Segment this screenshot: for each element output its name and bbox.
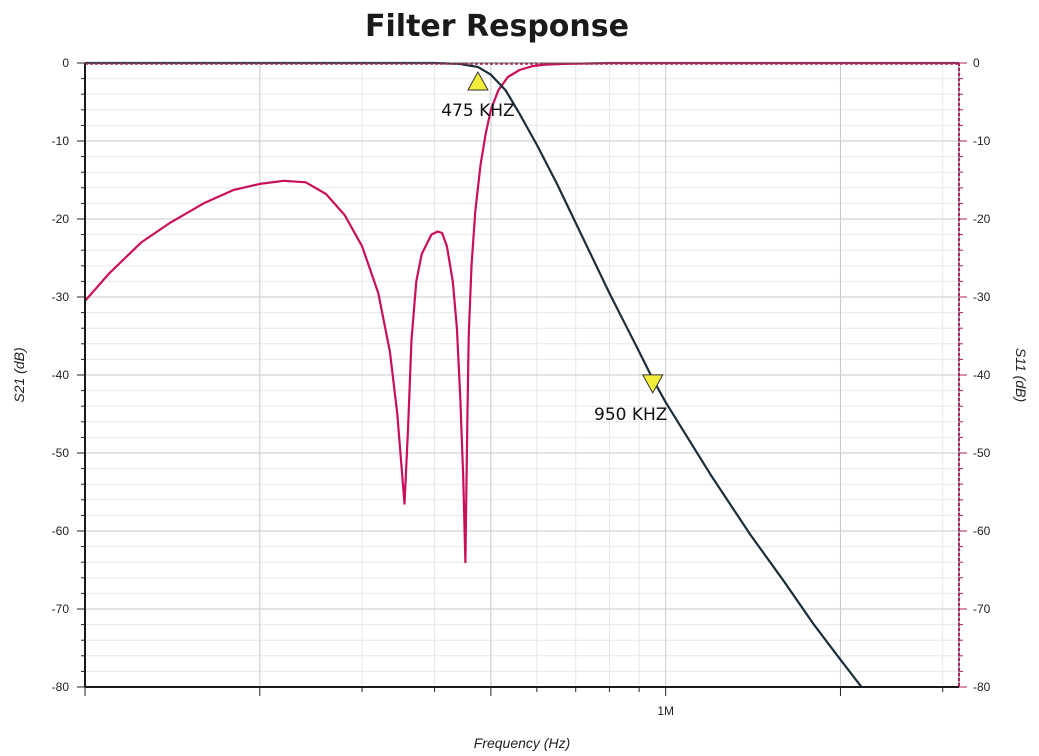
marker-label: 475 KHZ — [441, 101, 514, 121]
marker-triangle — [467, 70, 489, 91]
marker-label: 950 KHZ — [594, 405, 667, 425]
right-axis-ticks: 0 -10 -20 -30 -40 -50 -60 -70 -80 — [959, 56, 991, 694]
right-tick-label: -30 — [973, 290, 991, 304]
annotation-layer: 475 KHZ 950 KHZ — [441, 70, 667, 425]
right-tick-label: -80 — [973, 680, 991, 694]
left-axis-ticks: 0 -10 -20 -30 -40 -50 -60 -70 -80 — [52, 56, 85, 694]
chart-title: Filter Response — [365, 9, 629, 44]
left-tick-label: -70 — [52, 602, 70, 616]
marker-annotation: 950 KHZ — [594, 374, 667, 425]
right-tick-label: -20 — [973, 212, 991, 226]
x-axis-ticks: 1M — [84, 687, 944, 718]
left-tick-label: -30 — [52, 290, 70, 304]
marker-triangle — [641, 374, 664, 394]
marker-annotation: 475 KHZ — [441, 70, 515, 121]
right-tick-label: -60 — [973, 524, 991, 538]
x-tick-label: 1M — [657, 704, 674, 718]
left-tick-label: -10 — [52, 134, 70, 148]
right-tick-label: -40 — [973, 368, 991, 382]
left-tick-label: -20 — [52, 212, 70, 226]
right-tick-label: 0 — [973, 56, 980, 70]
x-axis-label: Frequency (Hz) — [474, 735, 570, 751]
minor-grid — [85, 63, 959, 687]
left-tick-label: -40 — [52, 368, 70, 382]
left-tick-label: 0 — [62, 56, 69, 70]
series-layer — [85, 61, 959, 687]
left-tick-label: -80 — [52, 680, 70, 694]
left-tick-label: -60 — [52, 524, 70, 538]
y-axis-label: S21 (dB) — [11, 347, 27, 402]
y2-axis-label: S11 (dB) — [1013, 348, 1029, 402]
right-tick-label: -50 — [973, 446, 991, 460]
series-line-s11 — [85, 61, 959, 564]
right-tick-label: -10 — [973, 134, 991, 148]
left-tick-label: -50 — [52, 446, 70, 460]
right-tick-label: -70 — [973, 602, 991, 616]
series-line-s21 — [85, 61, 863, 687]
